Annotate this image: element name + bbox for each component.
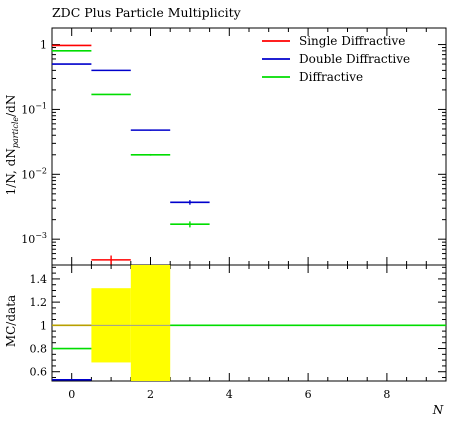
ratio-y-tick-label: 1.4 [30,273,48,286]
legend-label: Double Diffractive [299,52,410,66]
legend-item: Diffractive [262,70,363,84]
ratio-y-tick-label: 0.6 [30,366,48,379]
legend: Single Diffractive Double Diffractive Diff… [262,34,410,84]
main-y-tick-label: 10−2 [21,166,47,181]
ratio-y-tick-label: 0.8 [30,343,48,356]
main-y-axis-label: 1/N, dNparticle/dN [4,95,20,196]
series-single-diffractive [52,44,131,265]
main-y-tick-label: 10−3 [21,231,47,246]
x-tick-label: 4 [226,388,233,401]
main-y-tick-label: 1 [40,39,47,52]
x-tick-label: 0 [68,388,75,401]
series-double-diffractive [52,63,210,205]
legend-item: Single Diffractive [262,34,405,48]
uncertainty-band [130,265,171,381]
legend-item: Double Diffractive [262,52,410,66]
chart-title: ZDC Plus Particle Multiplicity [52,5,242,20]
series-diffractive [52,50,210,228]
x-tick-label: 8 [383,388,390,401]
ratio-plot-frame [51,264,447,382]
ratio-y-tick-label: 1.2 [30,296,48,309]
svg-text:1/N, dNparticle/dN: 1/N, dNparticle/dN [4,95,20,196]
ratio-y-tick-label: 1 [40,319,47,332]
ratio-y-axis-label: MC/data [4,295,18,347]
legend-label: Diffractive [299,70,363,84]
main-y-tick-label: 10−1 [21,101,47,116]
main-plot: 1 10−1 10−2 10−3 [21,27,447,381]
x-tick-label: 2 [147,388,154,401]
ratio-plot: 0 2 4 6 8 0.6 0.8 1 1.2 1.4 [30,264,447,401]
legend-label: Single Diffractive [299,34,405,48]
x-tick-label: 6 [305,388,312,401]
x-axis-label: N [432,403,444,417]
